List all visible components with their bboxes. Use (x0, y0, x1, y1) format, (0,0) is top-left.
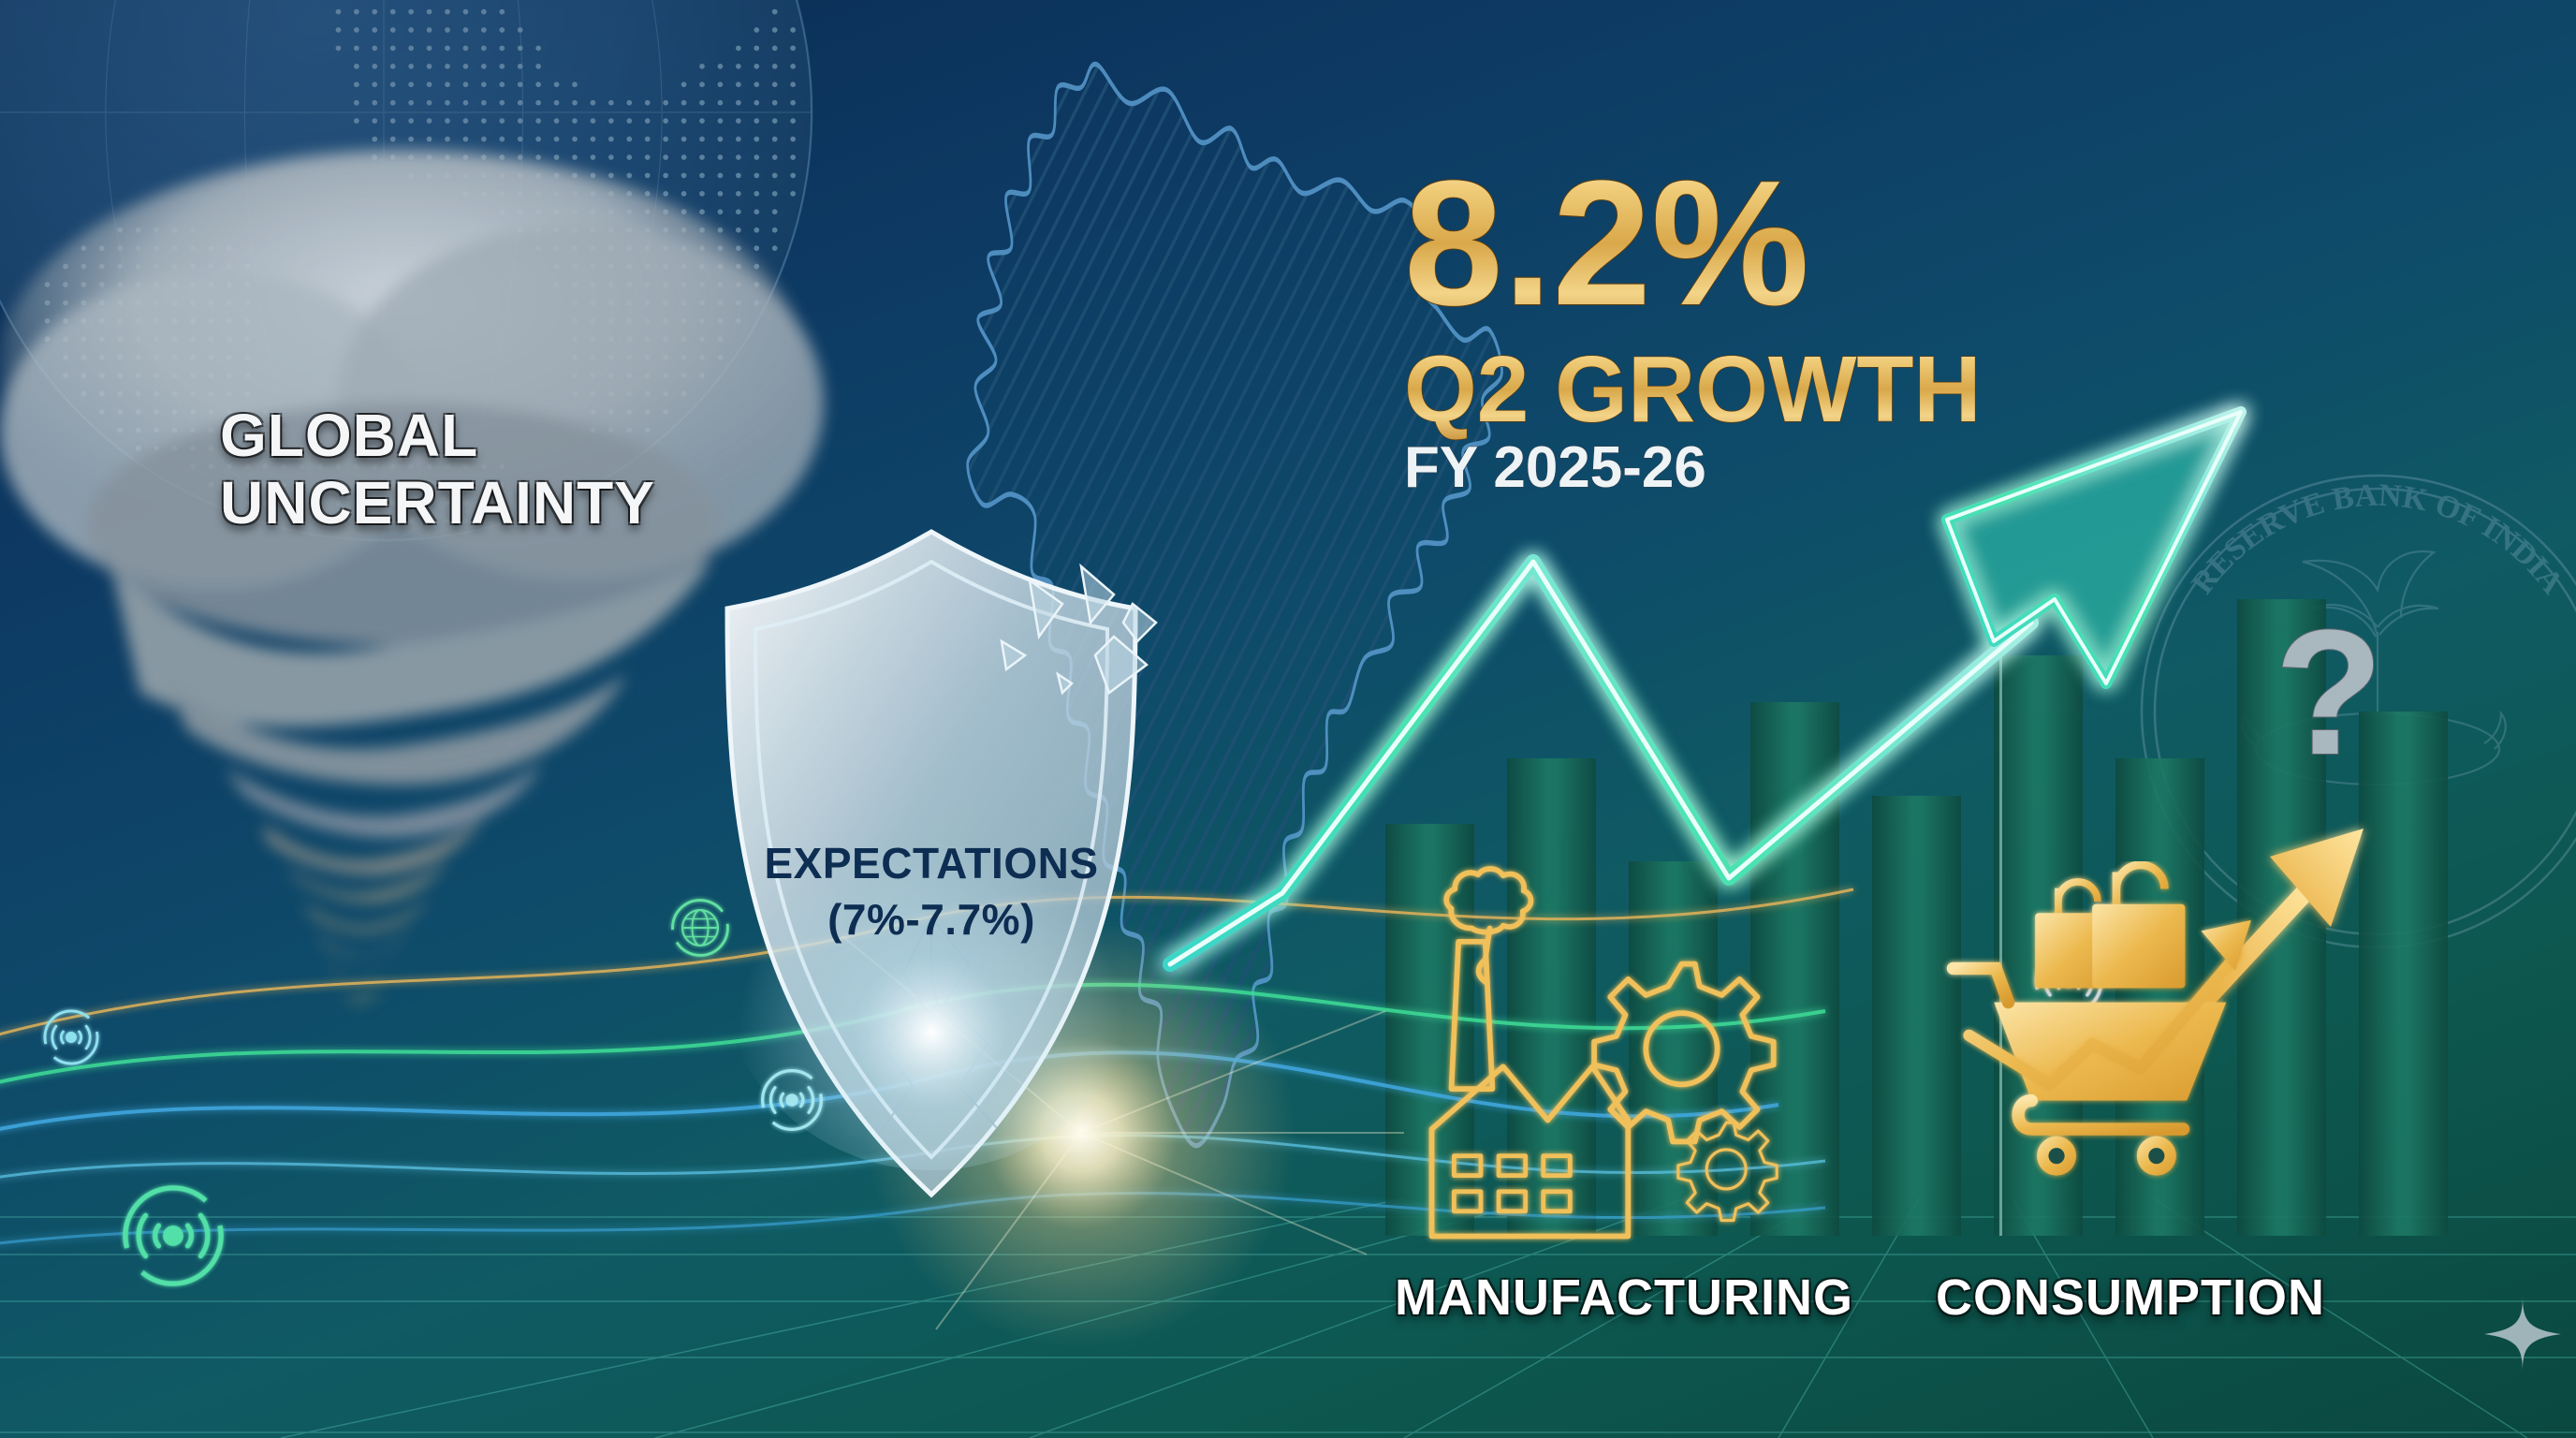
svg-text:FY 2025-26: FY 2025-26 (1404, 435, 1706, 500)
svg-text:8.2%: 8.2% (1404, 144, 1809, 343)
svg-text:Q2 GROWTH: Q2 GROWTH (1404, 337, 1982, 442)
